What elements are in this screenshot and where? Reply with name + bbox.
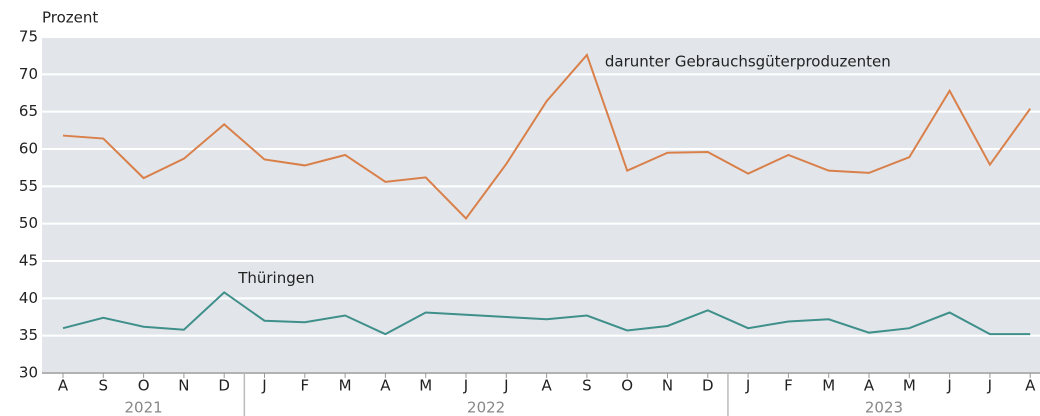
x-tick-label: F — [300, 377, 309, 395]
y-tick-label: 35 — [19, 326, 38, 344]
x-tick-label: M — [903, 377, 916, 395]
plot-background — [42, 37, 1040, 373]
series-label: Thüringen — [237, 269, 314, 287]
x-tick-label: D — [702, 377, 714, 395]
x-tick-label: A — [58, 377, 69, 395]
y-tick-label: 55 — [19, 177, 38, 195]
year-label: 2023 — [865, 399, 903, 416]
x-tick-label: F — [784, 377, 793, 395]
y-tick-label: 65 — [19, 102, 38, 120]
x-tick-label: N — [662, 377, 673, 395]
x-tick-label: S — [99, 377, 109, 395]
year-label: 2022 — [467, 399, 505, 416]
y-axis-label: Prozent — [42, 9, 98, 27]
x-tick-label: J — [463, 377, 468, 395]
y-tick-label: 75 — [19, 28, 38, 46]
x-tick-label: J — [503, 377, 508, 395]
x-tick-label: J — [987, 377, 992, 395]
y-tick-label: 30 — [19, 364, 38, 382]
x-tick-label: M — [339, 377, 352, 395]
x-tick-label: O — [138, 377, 150, 395]
y-tick-label: 50 — [19, 214, 38, 232]
x-tick-label: J — [261, 377, 266, 395]
series-line — [62, 52, 1032, 220]
x-tick-label: S — [582, 377, 592, 395]
x-tick-label: D — [218, 377, 230, 395]
x-tick-label: J — [745, 377, 750, 395]
y-tick-label: 40 — [19, 289, 38, 307]
x-tick-label: O — [621, 377, 633, 395]
x-tick-label: A — [864, 377, 875, 395]
x-tick-label: A — [541, 377, 552, 395]
x-tick-label: A — [1025, 377, 1036, 395]
y-tick-label: 60 — [19, 140, 38, 158]
x-tick-label: A — [380, 377, 391, 395]
x-tick-label: M — [419, 377, 432, 395]
y-tick-label: 70 — [19, 65, 38, 83]
year-label: 2021 — [125, 399, 163, 416]
series-line — [62, 291, 1031, 336]
series-label: darunter Gebrauchsgüterproduzenten — [605, 52, 891, 70]
y-tick-label: 45 — [19, 252, 38, 270]
x-tick-label: J — [946, 377, 951, 395]
x-tick-label: M — [822, 377, 835, 395]
x-tick-label: N — [178, 377, 189, 395]
